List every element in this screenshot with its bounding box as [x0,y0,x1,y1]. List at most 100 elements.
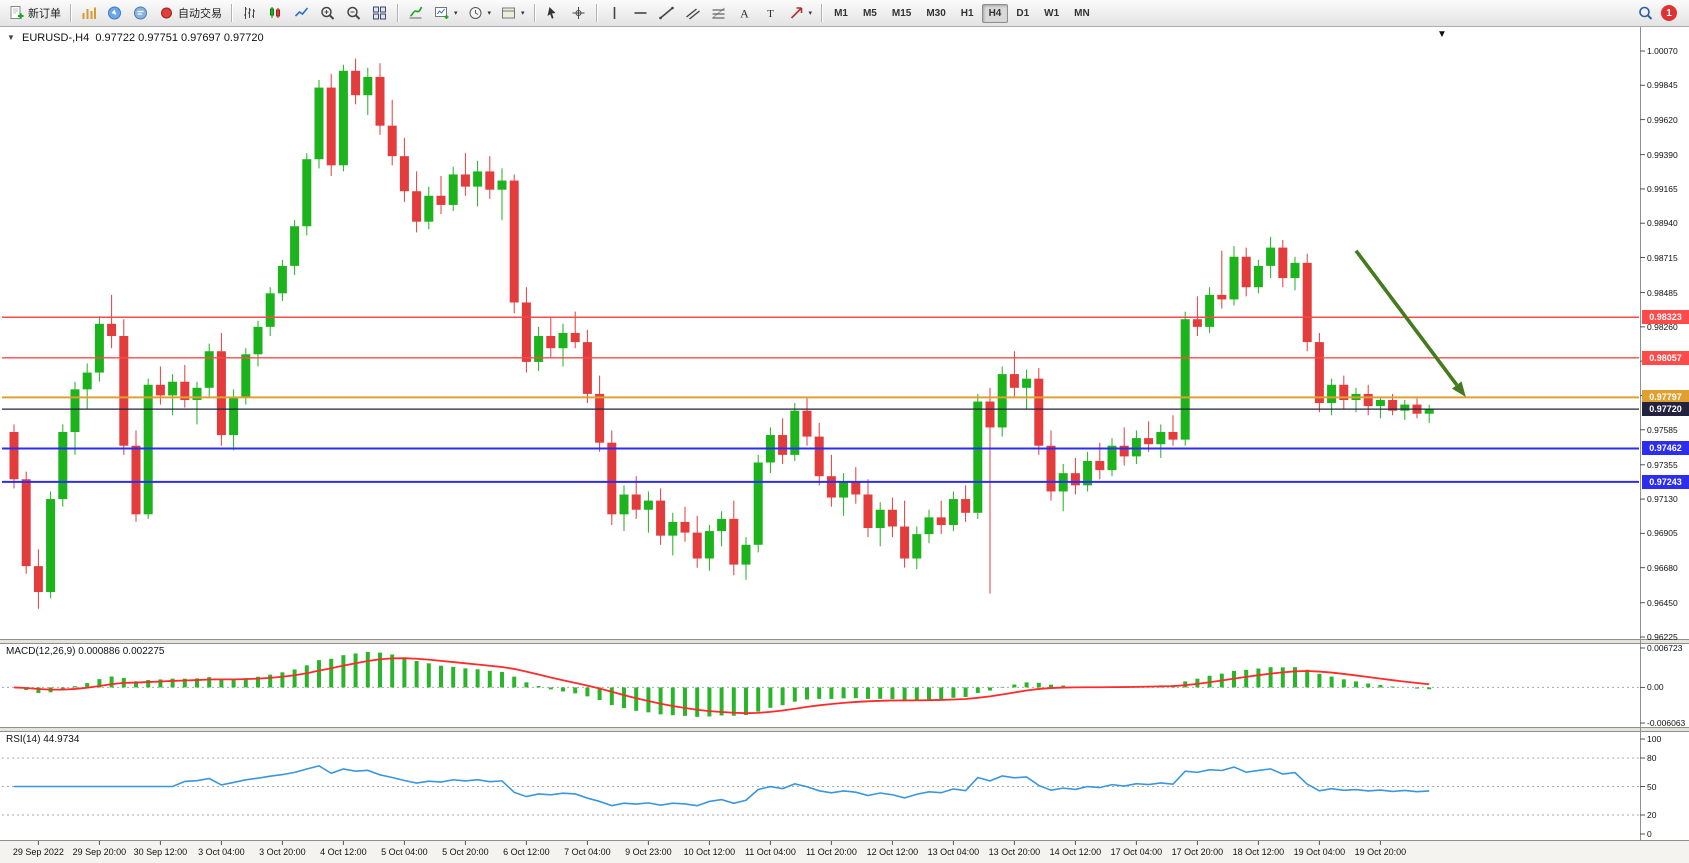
panel-separator[interactable] [0,727,1689,732]
candle [692,532,702,559]
chart-shift-marker[interactable]: ▼ [1437,29,1447,40]
trend-arrow-annotation[interactable] [1354,249,1459,387]
timeframe-m5[interactable]: M5 [862,7,877,19]
line-chart-button[interactable] [289,2,314,24]
chart-symbol: EURUSD-,H4 [22,32,90,44]
time-axis-label: 6 Oct 12:00 [503,847,550,857]
text-button[interactable]: A [732,2,757,24]
templates-button[interactable]: ▾ [496,2,529,24]
timeframe-mn[interactable]: MN [1074,7,1090,19]
candle [497,180,507,190]
trendline-button[interactable] [654,2,679,24]
notification-badge[interactable]: 1 [1661,5,1677,21]
auto-trading-button[interactable]: 自动交易 [154,2,226,24]
time-axis-label: 3 Oct 20:00 [259,847,306,857]
time-axis-label: 14 Oct 12:00 [1049,847,1102,857]
candle [729,518,739,565]
candle [94,323,104,373]
timeframe-d1[interactable]: D1 [1016,7,1030,19]
candle [558,332,568,349]
time-axis-label: 29 Sep 2022 [12,847,64,857]
candle [778,435,788,455]
macd-axis-label: 0.00 [1647,682,1664,693]
candle [1192,319,1202,327]
candle [1034,378,1044,446]
bar-chart-button[interactable] [237,2,262,24]
channel-button[interactable] [680,2,705,24]
cursor-button[interactable] [540,2,565,24]
rsi-value: 44.9734 [43,734,80,745]
one-click-trading-toggle[interactable]: ▼ [7,33,15,42]
candle [485,171,495,190]
timeframe-w1[interactable]: W1 [1044,7,1060,19]
price-chart-canvas[interactable] [0,27,1689,863]
text-label-icon: T [767,8,774,20]
candlestick-chart-icon [270,7,280,18]
candle [277,265,287,294]
add-chart-button[interactable]: ▾ [429,2,462,24]
candle [192,387,202,401]
search-icon [1639,6,1653,20]
shapes-button[interactable]: ▾ [784,2,817,24]
candle [107,323,117,336]
candlestick-chart-button[interactable] [263,2,288,24]
vertical-line-button[interactable] [602,2,627,24]
panel-separator[interactable] [0,639,1689,644]
indicators-button[interactable] [403,2,428,24]
price-axis-label: 0.98485 [1647,287,1678,298]
candle [985,401,995,428]
tile-windows-button[interactable] [367,2,392,24]
time-axis-label: 3 Oct 04:00 [198,847,245,857]
text-label-button[interactable]: T [758,2,783,24]
candle [521,302,531,362]
candle [253,326,263,355]
crosshair-button[interactable] [566,2,591,24]
timeframe-m15[interactable]: M15 [891,7,912,19]
timeframe-m30[interactable]: M30 [926,7,946,19]
text-icon: A [740,7,749,21]
timeframe-h1[interactable]: H1 [960,7,974,19]
candle [1424,409,1434,414]
time-axis-label: 30 Sep 12:00 [133,847,188,857]
new-order-button[interactable]: 新订单 [4,2,65,24]
candle [582,342,592,394]
candle [375,76,385,126]
time-axis[interactable] [0,841,1689,863]
chevron-down-icon: ▾ [454,10,458,17]
time-axis-label: 29 Sep 20:00 [72,847,127,857]
candle [948,499,958,525]
candle [1022,378,1032,388]
candle [1046,445,1056,492]
navigator-button[interactable] [102,2,127,24]
candle [619,494,629,515]
candle [839,482,849,498]
macd-name: MACD(12,26,9) [6,646,76,657]
terminal-button[interactable] [128,2,153,24]
search-button[interactable] [1633,2,1658,24]
candle [1107,445,1117,471]
candle [1131,438,1141,457]
candle [961,499,971,513]
candle [607,442,617,515]
periods-button[interactable]: ▾ [463,2,496,24]
candle [912,534,922,559]
macd-axis-label: 0.006723 [1647,643,1683,653]
horizontal-line-button[interactable] [628,2,653,24]
candle [656,500,666,536]
chevron-down-icon: ▾ [521,10,525,17]
candle [33,566,43,593]
timeframe-h4[interactable]: H4 [981,3,1009,23]
fibonacci-button[interactable] [706,2,731,24]
candle [1217,294,1227,300]
candle [570,332,580,343]
zoom-out-button[interactable] [341,2,366,24]
chart-window[interactable]: ▼ EURUSD-,H4 0.97722 0.97751 0.97697 0.9… [0,27,1689,863]
zoom-in-button[interactable] [315,2,340,24]
candle [717,518,727,532]
trend-arrow-head[interactable] [1451,381,1466,397]
timeframe-m1[interactable]: M1 [834,7,848,19]
market-watch-button[interactable] [76,2,101,24]
candle [1009,374,1019,388]
cursor-icon [547,7,556,19]
candle [424,195,434,222]
